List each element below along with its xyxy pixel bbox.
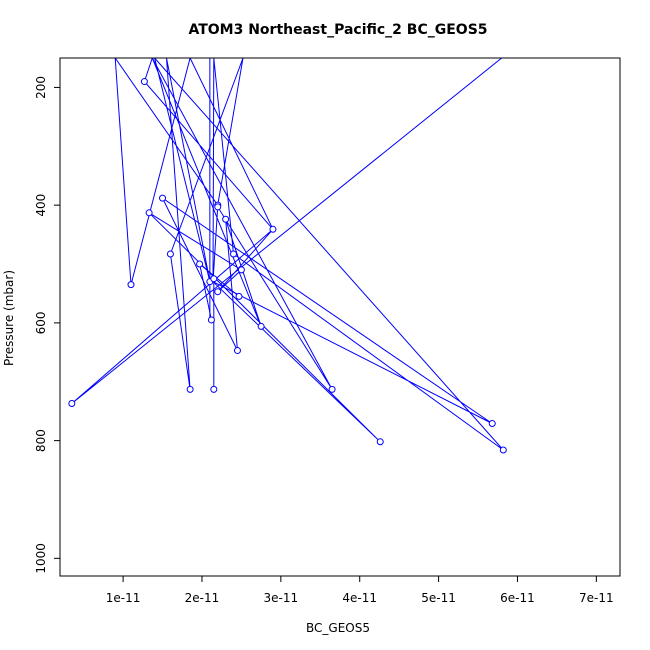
data-point: [222, 215, 230, 223]
data-point: [166, 250, 174, 258]
y-tick-label: 200: [34, 76, 48, 99]
data-point: [499, 446, 507, 454]
x-tick-label: 7e-11: [579, 591, 614, 605]
data-point: [230, 250, 238, 258]
data-point: [257, 322, 265, 330]
data-point: [186, 385, 194, 393]
plot-frame: [59, 57, 621, 577]
data-point: [233, 347, 241, 355]
x-tick-label: 3e-11: [264, 591, 299, 605]
data-point: [196, 260, 204, 268]
y-tick-label: 600: [34, 311, 48, 334]
x-axis-label: BC_GEOS5: [306, 621, 370, 635]
data-point: [488, 420, 496, 428]
data-point: [269, 225, 277, 233]
y-tick-label: 1000: [34, 543, 48, 574]
data-point: [127, 281, 135, 289]
x-tick-label: 4e-11: [342, 591, 377, 605]
y-tick-label: 800: [34, 429, 48, 452]
data-layer: [68, 58, 507, 454]
data-point: [68, 400, 76, 408]
data-point: [214, 288, 222, 296]
data-point: [235, 292, 243, 300]
y-tick-label: 400: [34, 194, 48, 217]
data-point: [140, 78, 148, 86]
x-tick-label: 1e-11: [106, 591, 141, 605]
data-point: [145, 209, 153, 217]
series-segment: [199, 263, 240, 297]
chart-title: ATOM3 Northeast_Pacific_2 BC_GEOS5: [188, 22, 487, 38]
data-point: [376, 438, 384, 446]
series-segment: [199, 263, 212, 321]
data-point: [159, 194, 167, 202]
y-axis: 200 400 600 800 1000: [34, 76, 60, 574]
data-point: [328, 385, 336, 393]
data-point: [237, 266, 245, 274]
x-axis: 1e-11 2e-11 3e-11 4e-11 5e-11 6e-11 7e-11: [106, 576, 614, 605]
x-tick-label: 2e-11: [185, 591, 220, 605]
data-point: [210, 275, 218, 283]
series-line: [71, 58, 504, 451]
data-point: [214, 203, 222, 211]
x-tick-label: 5e-11: [421, 591, 456, 605]
data-point: [207, 316, 215, 324]
y-axis-label: Pressure (mbar): [2, 270, 16, 366]
data-point: [210, 385, 218, 393]
x-tick-label: 6e-11: [500, 591, 535, 605]
